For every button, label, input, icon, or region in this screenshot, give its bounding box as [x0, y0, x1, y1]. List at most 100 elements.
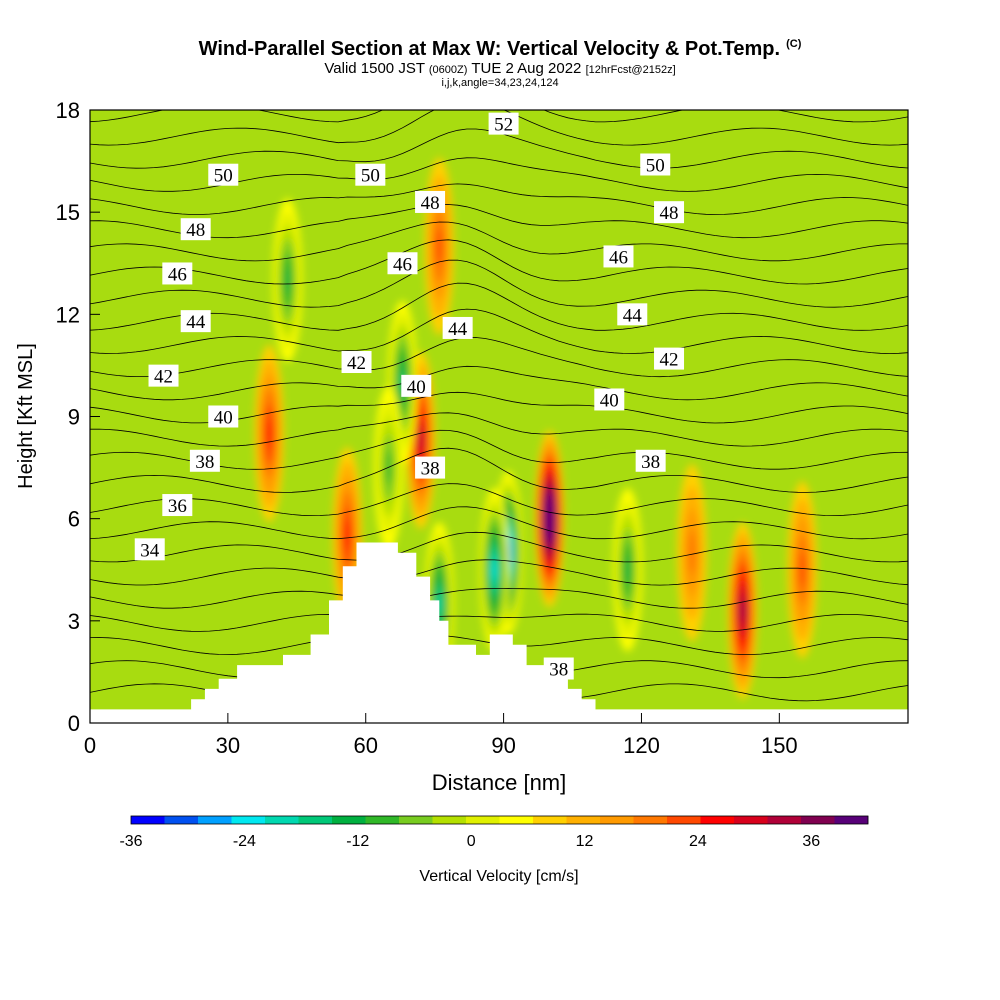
theta-label: 40 [208, 405, 239, 429]
theta-label-text: 34 [140, 540, 160, 561]
theta-label-text: 44 [186, 312, 206, 333]
theta-label: 38 [543, 657, 574, 681]
theta-label: 34 [134, 538, 165, 561]
theta-label-box [162, 494, 193, 517]
colorbar-swatch [600, 816, 634, 824]
x-axis-label: Distance [nm] [432, 770, 567, 795]
y-tick-label: 18 [56, 98, 80, 123]
theta-label-box [401, 374, 432, 397]
theta-label-box [442, 316, 473, 339]
theta-contour [90, 282, 908, 331]
zulu-time: (0600Z) [428, 64, 468, 76]
theta-label-box [488, 112, 519, 135]
velocity-feature [479, 488, 510, 652]
theta-label-text: 44 [448, 319, 468, 340]
theta-contour [90, 613, 908, 632]
colorbar-swatch [801, 816, 835, 824]
theta-label: 50 [208, 163, 239, 187]
theta-labels: 34 36 38 40 42 44 46 48 50 50 52 48 46 42 40 44 38 50 48 46… [134, 112, 685, 681]
theta-label: 44 [442, 316, 473, 340]
theta-contour [90, 337, 908, 378]
theta-label-text: 40 [214, 408, 233, 429]
y-tick-label: 6 [68, 507, 80, 532]
chart-title-text: Wind-Parallel Section at Max W: Vertical… [198, 38, 781, 60]
theta-label-box [617, 303, 648, 326]
theta-contour [90, 110, 908, 146]
x-tick-label: 0 [84, 733, 96, 758]
chart-subtitle: Valid 1500 JST (0600Z) TUE 2 Aug 2022 [1… [0, 60, 1000, 77]
colorbar-swatch [667, 816, 701, 824]
theta-contour [90, 221, 908, 262]
colorbar-swatch [767, 816, 802, 824]
velocity-band [625, 556, 631, 584]
colorbar-swatch [734, 816, 768, 824]
colorbar-swatch [332, 816, 366, 824]
theta-label-box [603, 245, 634, 268]
theta-contour [90, 204, 908, 239]
valid-date: TUE 2 Aug 2022 [471, 60, 582, 77]
theta-label-box [594, 388, 625, 411]
theta-contour [90, 506, 908, 540]
theta-contour [90, 412, 908, 447]
theta-contour [90, 365, 908, 401]
velocity-band [266, 418, 272, 449]
colorbar-swatch [298, 816, 333, 824]
theta-label-text: 46 [609, 247, 628, 268]
theta-label: 48 [180, 218, 211, 241]
theta-label: 52 [488, 112, 519, 136]
colorbar-swatch [231, 816, 266, 824]
theta-label-box [543, 657, 574, 680]
theta-label-text: 50 [361, 166, 380, 187]
plot-area: 34 36 38 40 42 44 46 48 50 50 52 48 46 42 40 44 38 50 48 46… [90, 110, 908, 723]
theta-contour [90, 483, 908, 517]
velocity-band [419, 429, 423, 452]
theta-label-box [134, 538, 165, 561]
y-tick-label: 12 [56, 302, 80, 327]
theta-label-text: 48 [660, 203, 679, 224]
colorbar-swatch [432, 816, 467, 824]
theta-label: 50 [640, 153, 671, 176]
theta-label-text: 50 [214, 166, 233, 187]
velocity-feature [254, 344, 284, 523]
colorbar-swatch [566, 816, 601, 824]
colorbar-swatch [265, 816, 299, 824]
theta-label: 42 [654, 347, 685, 371]
theta-label-box [415, 190, 446, 213]
theta-label: 46 [162, 262, 193, 285]
colorbar-tick-label: -36 [119, 833, 142, 850]
colorbar: -36 -24 -12 0 12 24 36 [119, 815, 869, 850]
theta-contour [90, 308, 908, 354]
theta-label-box [341, 351, 372, 374]
theta-label-text: 40 [407, 377, 426, 398]
theta-label: 38 [189, 449, 220, 473]
theta-label-text: 38 [421, 459, 440, 480]
theta-contour [90, 183, 908, 215]
velocity-band [492, 560, 497, 579]
theta-label: 40 [401, 374, 432, 398]
colorbar-swatch [466, 816, 500, 824]
colorbar-swatch [399, 816, 433, 824]
theta-contour [90, 429, 908, 470]
y-tick-label: 3 [68, 609, 80, 634]
theta-label: 38 [415, 456, 446, 480]
x-tick-label: 30 [216, 733, 240, 758]
colorbar-swatch [633, 816, 668, 824]
theta-label: 50 [355, 163, 386, 187]
theta-label-text: 52 [494, 115, 513, 136]
x-tick-label: 150 [761, 733, 798, 758]
velocity-band [740, 600, 745, 621]
colorbar-frame [130, 815, 869, 825]
theta-label-box [415, 456, 446, 479]
terrain-mask [90, 542, 908, 723]
colorbar-tick-label: -24 [233, 833, 256, 850]
velocity-band [799, 552, 806, 588]
theta-label-text: 42 [154, 367, 173, 388]
velocity-band [688, 530, 696, 575]
theta-label-text: 48 [186, 220, 205, 241]
theta-label-box [208, 405, 239, 428]
theta-label-text: 50 [646, 155, 665, 176]
colorbar-tick-label: 0 [467, 833, 476, 850]
theta-label-text: 48 [421, 193, 440, 214]
theta-label-text: 42 [347, 353, 366, 374]
theta-label-box [208, 163, 239, 186]
